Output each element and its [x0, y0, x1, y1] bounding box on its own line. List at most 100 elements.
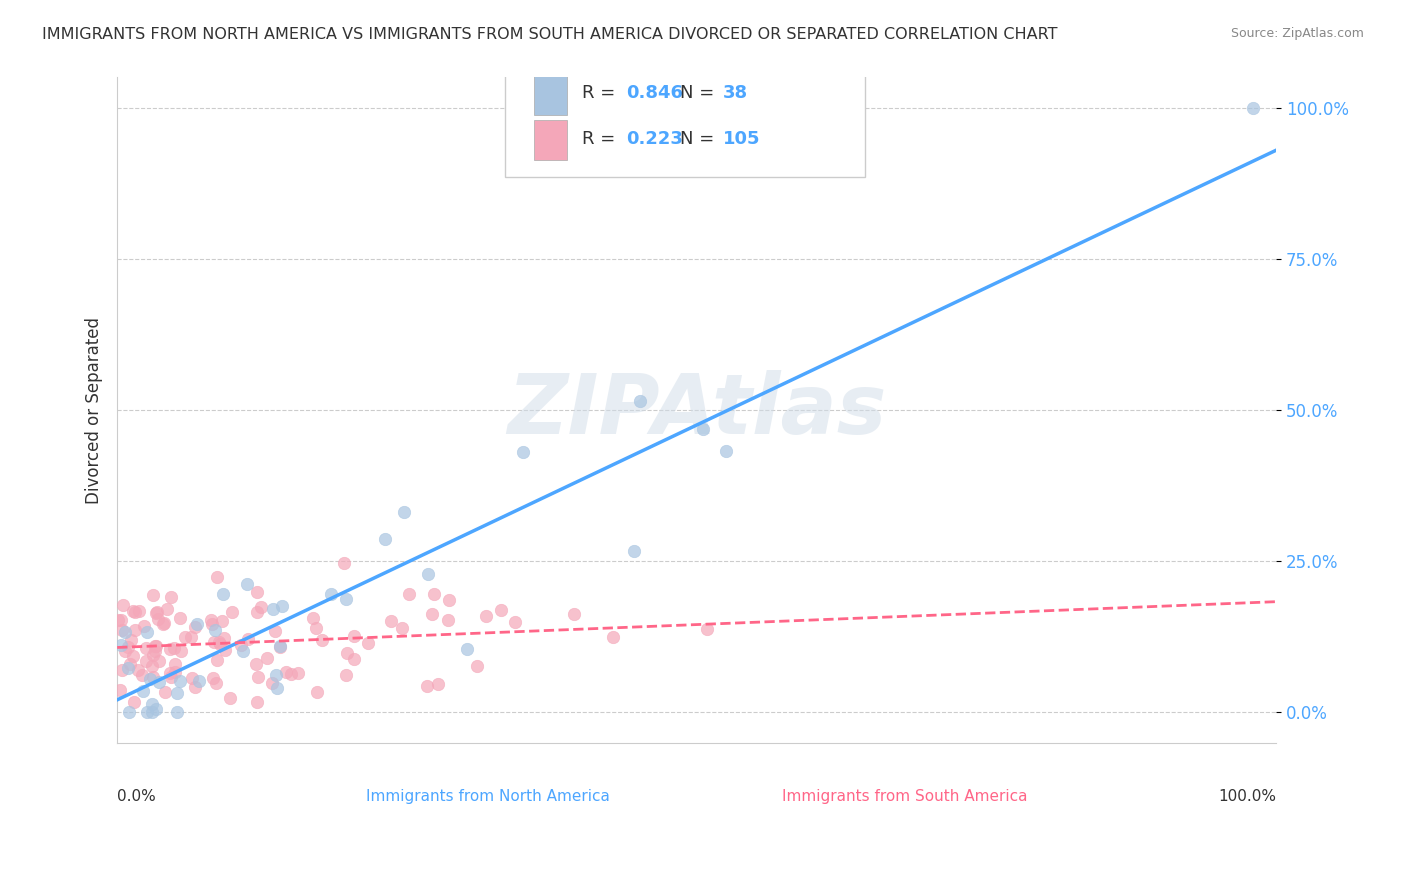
Point	[505, 615, 527, 630]
Point	[148, 654, 170, 668]
Point	[465, 658, 488, 673]
Point	[117, 661, 139, 675]
Point	[170, 644, 193, 658]
Text: R =: R =	[582, 129, 621, 147]
FancyBboxPatch shape	[534, 75, 567, 114]
Point	[204, 623, 226, 637]
Point	[246, 605, 269, 619]
Point	[145, 639, 167, 653]
Point	[163, 665, 186, 680]
Point	[135, 706, 157, 720]
Point	[135, 654, 157, 668]
Point	[160, 590, 183, 604]
Point	[146, 611, 169, 625]
Point	[148, 674, 170, 689]
Point	[332, 556, 354, 570]
Point	[201, 671, 224, 685]
Point	[169, 674, 191, 689]
Point	[212, 632, 235, 646]
Point	[181, 671, 204, 685]
Point	[146, 606, 169, 620]
Text: Source: ZipAtlas.com: Source: ZipAtlas.com	[1230, 27, 1364, 40]
Point	[562, 607, 585, 621]
Point	[245, 657, 267, 672]
Point	[692, 422, 714, 436]
Point	[159, 642, 181, 657]
Point	[208, 635, 231, 649]
Point	[264, 668, 287, 682]
Point	[142, 670, 165, 684]
Point	[262, 675, 284, 690]
Point	[696, 623, 718, 637]
Point	[439, 592, 461, 607]
Point	[716, 444, 738, 458]
Point	[156, 601, 179, 615]
Point	[305, 685, 328, 699]
Point	[246, 670, 269, 684]
Point	[153, 685, 176, 699]
Point	[602, 631, 624, 645]
Point	[302, 611, 325, 625]
Point	[118, 706, 141, 720]
Point	[489, 603, 512, 617]
Text: Immigrants from South America: Immigrants from South America	[783, 789, 1028, 804]
Point	[111, 598, 134, 612]
Point	[165, 657, 187, 671]
Point	[380, 614, 402, 628]
Point	[187, 674, 209, 689]
Point	[169, 611, 191, 625]
Point	[231, 638, 253, 652]
Point	[141, 659, 163, 673]
Point	[114, 624, 136, 639]
Point	[269, 640, 291, 654]
Point	[174, 630, 197, 644]
Point	[263, 624, 285, 639]
Point	[335, 592, 357, 607]
Point	[128, 604, 150, 618]
Point	[373, 533, 395, 547]
Point	[114, 644, 136, 658]
Point	[117, 640, 139, 655]
Point	[142, 648, 165, 662]
Point	[262, 602, 284, 616]
Point	[623, 544, 645, 558]
Point	[145, 606, 167, 620]
Point	[152, 617, 174, 632]
Point	[120, 633, 142, 648]
Text: 0.846: 0.846	[626, 84, 683, 103]
Point	[143, 639, 166, 653]
Text: N =: N =	[681, 84, 720, 103]
Point	[246, 585, 269, 599]
Point	[343, 652, 366, 666]
Point	[135, 641, 157, 656]
Text: 105: 105	[723, 129, 761, 147]
Point	[141, 706, 163, 720]
Point	[159, 666, 181, 681]
Text: N =: N =	[681, 129, 720, 147]
Text: R =: R =	[582, 84, 621, 103]
Point	[166, 686, 188, 700]
Text: 0.223: 0.223	[626, 129, 683, 147]
Text: Immigrants from North America: Immigrants from North America	[366, 789, 610, 804]
Point	[209, 637, 232, 651]
Point	[280, 666, 302, 681]
Text: IMMIGRANTS FROM NORTH AMERICA VS IMMIGRANTS FROM SOUTH AMERICA DIVORCED OR SEPAR: IMMIGRANTS FROM NORTH AMERICA VS IMMIGRA…	[42, 27, 1057, 42]
Point	[416, 679, 439, 693]
Point	[131, 667, 153, 681]
Point	[163, 640, 186, 655]
Point	[124, 623, 146, 637]
Point	[1241, 101, 1264, 115]
Point	[145, 701, 167, 715]
Point	[153, 616, 176, 631]
Point	[122, 604, 145, 618]
Point	[205, 676, 228, 690]
Point	[321, 587, 343, 601]
Point	[398, 587, 420, 601]
Point	[127, 663, 149, 677]
Point	[138, 672, 160, 686]
FancyBboxPatch shape	[505, 68, 865, 178]
Point	[221, 605, 243, 619]
Point	[184, 680, 207, 694]
Text: 0.0%: 0.0%	[117, 789, 156, 804]
Point	[212, 586, 235, 600]
